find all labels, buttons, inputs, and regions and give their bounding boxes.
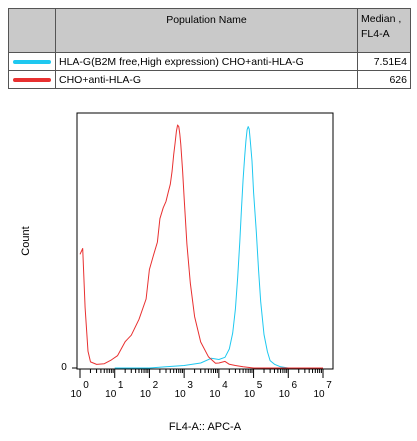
legend-row-name: CHO+anti-HLA-G — [55, 70, 358, 89]
y-axis-label: Count — [20, 226, 32, 255]
legend-header-median: Median , FL4-A — [357, 8, 411, 53]
x-tick-label-exponent: 7 — [326, 380, 332, 391]
x-tick-label-base: 10 — [105, 389, 117, 400]
x-tick-label-exponent: 0 — [83, 380, 89, 391]
x-tick-label-exponent: 1 — [118, 380, 124, 391]
x-tick-label-exponent: 2 — [153, 380, 159, 391]
legend-table: Population Name Median , FL4-A HLA-G(B2M… — [8, 8, 411, 89]
x-tick-label-exponent: 6 — [292, 380, 298, 391]
legend-row-name: HLA-G(B2M free,High expression) CHO+anti… — [55, 52, 358, 71]
legend-row-median: 7.51E4 — [357, 52, 411, 71]
legend-swatch-blue — [13, 59, 51, 64]
x-tick-label-base: 10 — [244, 389, 256, 400]
series-line — [114, 126, 323, 369]
series-layer — [79, 124, 323, 369]
x-tick-label-base: 10 — [279, 389, 291, 400]
y-tick-label: 0 — [61, 362, 67, 373]
legend-swatch-red — [13, 77, 51, 82]
x-tick-label-exponent: 4 — [222, 380, 228, 391]
legend-header-swatch — [8, 8, 56, 53]
x-tick-label-base: 10 — [70, 389, 82, 400]
x-tick-label-base: 10 — [175, 389, 187, 400]
plot-frame — [76, 112, 334, 370]
legend-row-median: 626 — [357, 70, 411, 89]
x-tick-label-base: 10 — [140, 389, 152, 400]
x-tick-label-base: 10 — [209, 389, 221, 400]
x-tick-label-exponent: 3 — [187, 380, 193, 391]
legend-row: CHO+anti-HLA-G 626 — [8, 70, 411, 89]
series-line — [79, 124, 323, 369]
x-tick-label-exponent: 5 — [257, 380, 263, 391]
x-tick-label-base: 10 — [313, 389, 325, 400]
legend-row: HLA-G(B2M free,High expression) CHO+anti… — [8, 52, 411, 71]
x-axis-label: FL4-A:: APC-A — [169, 421, 242, 433]
